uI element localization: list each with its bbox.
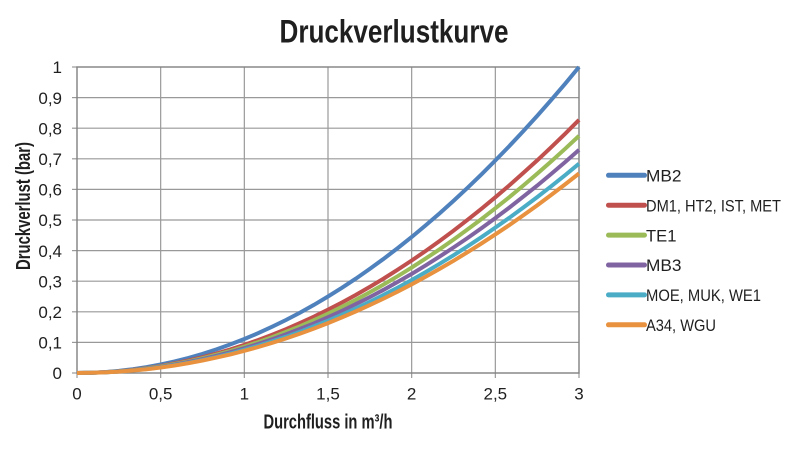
- svg-text:1: 1: [240, 385, 249, 404]
- svg-text:0: 0: [53, 364, 62, 383]
- svg-text:1,5: 1,5: [316, 385, 340, 404]
- svg-text:A34, WGU: A34, WGU: [646, 316, 716, 335]
- svg-text:0: 0: [72, 385, 81, 404]
- svg-text:0,3: 0,3: [38, 272, 62, 291]
- svg-text:MOE, MUK, WE1: MOE, MUK, WE1: [646, 286, 761, 305]
- svg-text:Druckverlustkurve: Druckverlustkurve: [280, 14, 509, 50]
- svg-text:Durchfluss in m³/h: Durchfluss in m³/h: [264, 412, 393, 434]
- svg-text:1: 1: [53, 58, 62, 77]
- svg-text:0,8: 0,8: [38, 119, 62, 138]
- svg-text:3: 3: [574, 385, 583, 404]
- svg-text:0,9: 0,9: [38, 89, 62, 108]
- svg-text:0,2: 0,2: [38, 303, 62, 322]
- svg-text:MB3: MB3: [646, 256, 682, 275]
- svg-text:0,6: 0,6: [38, 181, 62, 200]
- svg-text:0,5: 0,5: [38, 211, 62, 230]
- svg-text:0,7: 0,7: [38, 150, 62, 169]
- svg-text:DM1, HT2, IST, MET: DM1, HT2, IST, MET: [646, 196, 781, 215]
- svg-text:Druckverlust (bar): Druckverlust (bar): [13, 142, 35, 270]
- svg-text:2: 2: [407, 385, 416, 404]
- svg-text:0,5: 0,5: [149, 385, 173, 404]
- svg-text:MB2: MB2: [646, 167, 682, 186]
- svg-text:0,1: 0,1: [38, 334, 62, 353]
- svg-text:0,4: 0,4: [38, 242, 62, 261]
- svg-text:2,5: 2,5: [484, 385, 508, 404]
- svg-text:TE1: TE1: [646, 226, 677, 245]
